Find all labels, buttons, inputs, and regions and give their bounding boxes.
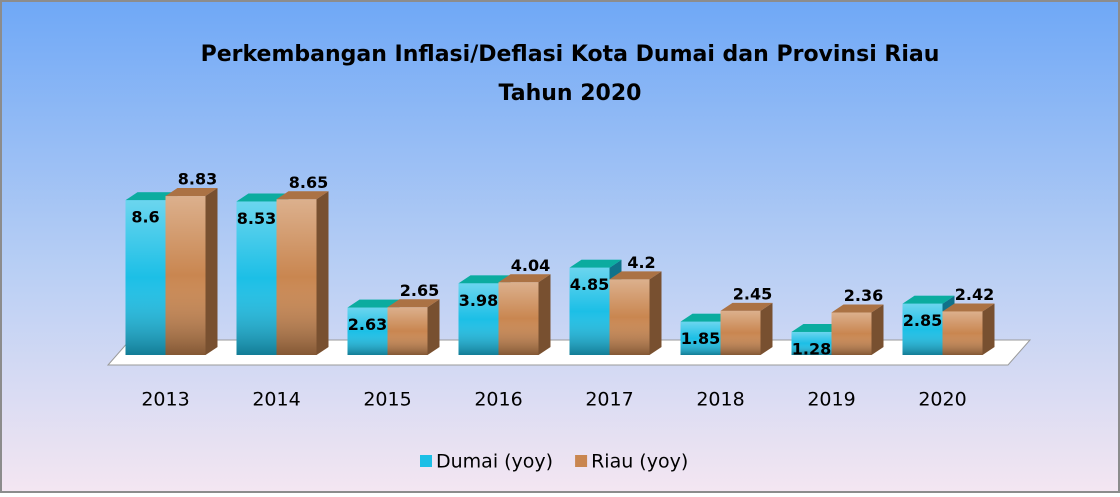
bar-shade: [236, 201, 277, 355]
value-label: 2.65: [400, 281, 439, 300]
bar-top-shade: [831, 304, 884, 313]
bar-shade: [680, 321, 721, 355]
legend-label: Dumai (yoy): [436, 451, 553, 473]
bar-top-shade: [680, 313, 733, 322]
chart-title: Perkembangan Inflasi/Deflasi Kota Dumai …: [201, 42, 940, 67]
value-label: 8.53: [237, 209, 276, 228]
bar-side: [760, 302, 773, 355]
bar-side-shade: [316, 191, 329, 355]
bar-top-shade: [236, 193, 289, 202]
bar-side-shade: [649, 271, 662, 355]
bar-shade: [942, 311, 983, 355]
bar-top-shade: [276, 191, 329, 200]
bar-top: [387, 299, 440, 308]
bar-shade: [831, 312, 872, 355]
value-label: 2.63: [348, 315, 387, 334]
bar-top-shade: [942, 303, 995, 312]
bar-side-shade: [982, 303, 995, 355]
bar-side-shade: [427, 299, 440, 355]
bar-top-shade: [609, 271, 662, 280]
bar-top: [609, 271, 662, 280]
bar-top-shade: [125, 192, 178, 201]
bar-top: [276, 191, 329, 200]
bar-side-shade: [205, 188, 218, 355]
bar-side: [427, 299, 440, 355]
bar-top-shade: [720, 302, 773, 311]
bar-side: [871, 304, 884, 355]
bar-top-shade: [569, 259, 622, 268]
value-label: 2.42: [955, 285, 994, 304]
bar-top-shade: [791, 323, 844, 332]
bar-top: [942, 303, 995, 312]
bar-side-shade: [538, 274, 551, 355]
bar-shade: [720, 310, 761, 355]
value-label: 8.83: [178, 170, 217, 189]
x-tick-label: 2014: [252, 389, 300, 411]
bar-top-shade: [498, 274, 551, 283]
bar-side: [316, 191, 329, 355]
x-tick-label: 2013: [141, 389, 189, 411]
bar-side-shade: [871, 304, 884, 355]
bar-top: [165, 188, 218, 197]
bar-shade: [125, 200, 166, 355]
bar-top: [720, 302, 773, 311]
bar-shade: [276, 199, 317, 355]
chart-subtitle: Tahun 2020: [499, 81, 642, 106]
value-label: 4.2: [627, 253, 655, 272]
value-label: 1.85: [681, 329, 720, 348]
bar-side: [982, 303, 995, 355]
x-tick-label: 2018: [696, 389, 744, 411]
value-label: 2.85: [903, 311, 942, 330]
legend-label: Riau (yoy): [591, 451, 688, 473]
bar-shade: [609, 279, 650, 355]
bar-shade: [347, 307, 388, 355]
value-label: 4.85: [570, 275, 609, 294]
bar-side: [538, 274, 551, 355]
bar-shade: [569, 267, 610, 355]
x-tick-label: 2019: [807, 389, 855, 411]
bar-side: [205, 188, 218, 355]
bar-shade: [458, 283, 499, 355]
bar-shade: [498, 282, 539, 355]
bar-shade: [165, 196, 206, 355]
bar-top-shade: [165, 188, 218, 197]
legend-swatch: [575, 455, 588, 467]
value-label: 8.65: [289, 173, 328, 192]
value-label: 2.36: [844, 286, 883, 305]
value-label: 8.6: [131, 208, 159, 227]
bar-top: [498, 274, 551, 283]
value-label: 2.45: [733, 284, 772, 303]
bar-side: [649, 271, 662, 355]
bar-shade: [791, 331, 832, 355]
bar-top-shade: [387, 299, 440, 308]
value-label: 3.98: [459, 291, 498, 310]
bar-top-shade: [347, 299, 400, 308]
value-label: 4.04: [511, 256, 550, 275]
bar-shade: [902, 303, 943, 355]
bar-shade: [387, 307, 428, 355]
legend-swatch: [420, 455, 432, 467]
x-tick-label: 2020: [918, 389, 966, 411]
x-tick-label: 2017: [585, 389, 633, 411]
value-label: 1.28: [792, 339, 831, 358]
bar-top-shade: [902, 295, 955, 304]
bar-side-shade: [760, 302, 773, 355]
bar-top: [831, 304, 884, 313]
x-tick-label: 2015: [363, 389, 411, 411]
x-tick-label: 2016: [474, 389, 522, 411]
bar-top-shade: [458, 275, 511, 284]
